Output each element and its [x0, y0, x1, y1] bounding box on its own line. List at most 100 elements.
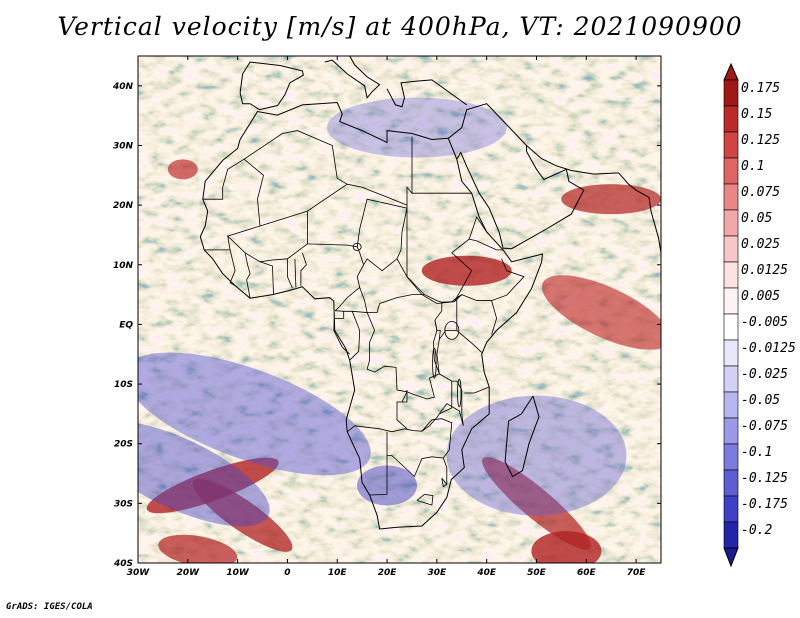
- lat-tick-label: 10S: [114, 380, 133, 390]
- colorbar-bottom-arrow: [723, 547, 739, 568]
- country-border: [476, 258, 525, 302]
- arabia-coastline: [447, 103, 585, 250]
- lake-outline: [457, 378, 462, 408]
- india-coastline: [618, 172, 661, 253]
- longitude-axis: 30W 20W 10W 0 10E 20E 30E 40E 50E 60E 70E: [127, 56, 647, 578]
- country-border: [229, 249, 236, 286]
- colorbar-label: 0.125: [741, 133, 780, 148]
- lon-tick-label: 10W: [226, 568, 250, 578]
- velocity-feature: [421, 255, 512, 286]
- lon-tick-label: 20E: [378, 568, 398, 578]
- lat-tick-label: 30S: [114, 499, 133, 509]
- colorbar: 0.175 0.15 0.125 0.1 0.075 0.05 0.025 0.0125 0.0…: [723, 62, 796, 568]
- colorbar-swatch: [723, 339, 739, 367]
- colorbar-swatch: [723, 443, 739, 471]
- colorbar-label: -0.125: [741, 471, 788, 486]
- colorbar-label: 0.1: [741, 159, 764, 174]
- colorbar-swatch: [723, 313, 739, 341]
- plot-title: Vertical velocity [m/s] at 400hPa, VT: 2…: [57, 12, 743, 41]
- country-border: [333, 311, 350, 355]
- colorbar-swatch: [723, 287, 739, 315]
- lat-tick-label: 20N: [113, 201, 134, 211]
- colorbar-swatch: [723, 157, 739, 185]
- velocity-feature: [531, 531, 602, 563]
- country-border: [367, 294, 425, 313]
- italy-coastline: [324, 56, 381, 99]
- velocity-feature: [326, 97, 507, 158]
- country-borders: [199, 56, 661, 530]
- lat-tick-label: 40S: [113, 559, 133, 569]
- velocity-feature: [541, 275, 661, 350]
- velocity-feature: [561, 184, 661, 215]
- iberia-coastline: [239, 61, 304, 111]
- colorbar-label: 0.025: [741, 237, 780, 252]
- lon-tick-label: 70E: [627, 568, 647, 578]
- colorbar-swatch: [723, 417, 739, 445]
- velocity-feature: [158, 534, 238, 563]
- country-border: [401, 391, 408, 403]
- lon-tick-label: 50E: [527, 568, 547, 578]
- plot-frame: [137, 55, 662, 564]
- colorbar-label: 0.005: [741, 289, 780, 304]
- lon-tick-label: 10E: [328, 568, 348, 578]
- country-border: [244, 252, 251, 299]
- colorbar-swatch: [723, 391, 739, 419]
- country-border: [387, 455, 448, 485]
- colorbar-label: 0.0125: [741, 263, 788, 278]
- colorbar-swatch: [723, 79, 739, 107]
- country-border: [334, 287, 360, 311]
- lon-tick-label: 0: [284, 568, 290, 578]
- lon-tick-label: 60E: [577, 568, 597, 578]
- lat-tick-label: 10N: [113, 261, 134, 271]
- lon-tick-label: 30W: [127, 568, 151, 578]
- country-border: [416, 493, 434, 506]
- colorbar-swatch: [723, 261, 739, 289]
- field-features: [138, 97, 661, 563]
- colorbar-swatch: [723, 209, 739, 237]
- latitude-axis: 40N 30N 20N 10N EQ 10S 20S 30S 40S: [112, 82, 661, 569]
- colorbar-swatch: [723, 495, 739, 523]
- country-border: [456, 294, 463, 331]
- colorbar-label: -0.075: [741, 419, 788, 434]
- country-border: [349, 311, 361, 361]
- lake-outline: [444, 320, 460, 340]
- velocity-feature: [192, 478, 293, 552]
- colorbar-label: -0.005: [741, 315, 788, 330]
- country-border: [421, 418, 453, 459]
- country-border: [451, 216, 488, 302]
- lat-tick-label: 30N: [113, 141, 134, 151]
- greece-turkey-coastline: [386, 79, 467, 108]
- country-border: [356, 198, 408, 247]
- lon-tick-label: 30E: [428, 568, 448, 578]
- colorbar-label: -0.2: [741, 523, 772, 538]
- country-border: [469, 238, 504, 251]
- country-border: [441, 294, 463, 303]
- country-border: [464, 386, 490, 394]
- colorbar-label: -0.025: [741, 367, 788, 382]
- lon-tick-label: 40E: [476, 568, 497, 578]
- colorbar-swatch: [723, 183, 739, 211]
- country-border: [441, 478, 448, 488]
- colorbar-label: -0.05: [741, 393, 780, 408]
- country-border: [307, 243, 368, 313]
- colorbar-swatch: [723, 365, 739, 393]
- country-border: [300, 252, 307, 287]
- colorbar-label: 0.175: [741, 81, 780, 96]
- velocity-feature: [446, 395, 627, 516]
- country-border: [369, 431, 388, 496]
- velocity-feature: [138, 352, 371, 476]
- country-border: [366, 302, 443, 400]
- colorbar-label: 0.15: [741, 107, 772, 122]
- madagascar-coastline: [504, 395, 540, 478]
- africa-coastline: [199, 101, 544, 530]
- plot-area: [138, 56, 661, 563]
- velocity-feature: [167, 159, 198, 180]
- colorbar-swatch: [723, 469, 739, 497]
- colorbar-swatch: [723, 105, 739, 133]
- lat-tick-label: 20S: [114, 440, 133, 450]
- country-border: [434, 320, 441, 340]
- grads-credit: GrADS: IGES/COLA: [6, 602, 93, 612]
- colorbar-swatch: [723, 521, 739, 549]
- country-border: [436, 329, 482, 374]
